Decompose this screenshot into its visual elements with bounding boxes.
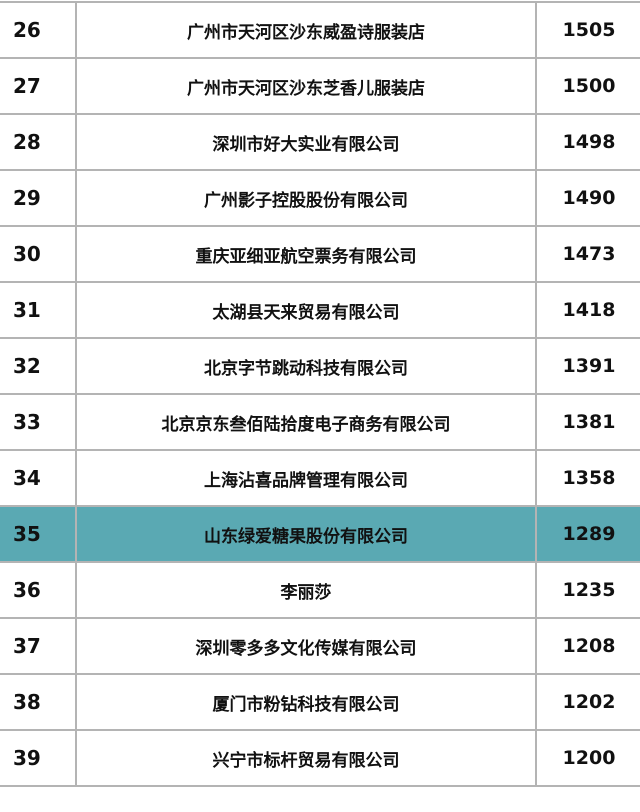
company-name-cell: 上海沾喜品牌管理有限公司 bbox=[75, 449, 537, 507]
value-cell: 1418 bbox=[535, 281, 640, 339]
value-cell: 1381 bbox=[535, 393, 640, 451]
rank-cell: 29 bbox=[0, 169, 77, 227]
table-row: 34 上海沾喜品牌管理有限公司 1358 bbox=[0, 449, 640, 507]
rank-cell: 27 bbox=[0, 57, 77, 115]
rank-cell: 28 bbox=[0, 113, 77, 171]
rank-cell: 26 bbox=[0, 1, 77, 59]
rank-cell: 34 bbox=[0, 449, 77, 507]
company-name-cell: 广州市天河区沙东威盈诗服装店 bbox=[75, 1, 537, 59]
company-name-cell: 深圳市好大实业有限公司 bbox=[75, 113, 537, 171]
value-cell: 1505 bbox=[535, 1, 640, 59]
table-row: 30 重庆亚细亚航空票务有限公司 1473 bbox=[0, 225, 640, 283]
value-cell: 1500 bbox=[535, 57, 640, 115]
table-row: 32 北京字节跳动科技有限公司 1391 bbox=[0, 337, 640, 395]
table-row: 31 太湖县天来贸易有限公司 1418 bbox=[0, 281, 640, 339]
rank-cell: 33 bbox=[0, 393, 77, 451]
rank-cell: 38 bbox=[0, 673, 77, 731]
table-row: 39 兴宁市标杆贸易有限公司 1200 bbox=[0, 729, 640, 787]
value-cell: 1202 bbox=[535, 673, 640, 731]
value-cell: 1289 bbox=[535, 505, 640, 563]
rank-cell: 35 bbox=[0, 505, 77, 563]
value-cell: 1391 bbox=[535, 337, 640, 395]
company-name-cell: 广州市天河区沙东芝香儿服装店 bbox=[75, 57, 537, 115]
value-cell: 1208 bbox=[535, 617, 640, 675]
value-cell: 1358 bbox=[535, 449, 640, 507]
table-row: 27 广州市天河区沙东芝香儿服装店 1500 bbox=[0, 57, 640, 115]
rank-cell: 36 bbox=[0, 561, 77, 619]
rank-cell: 37 bbox=[0, 617, 77, 675]
company-name-cell: 山东绿爱糖果股份有限公司 bbox=[75, 505, 537, 563]
rank-cell: 30 bbox=[0, 225, 77, 283]
company-name-cell: 广州影子控股股份有限公司 bbox=[75, 169, 537, 227]
table-row: 29 广州影子控股股份有限公司 1490 bbox=[0, 169, 640, 227]
company-name-cell: 北京京东叁佰陆拾度电子商务有限公司 bbox=[75, 393, 537, 451]
table-row: 38 厦门市粉钻科技有限公司 1202 bbox=[0, 673, 640, 731]
table-row: 33 北京京东叁佰陆拾度电子商务有限公司 1381 bbox=[0, 393, 640, 451]
company-name-cell: 厦门市粉钻科技有限公司 bbox=[75, 673, 537, 731]
table-row: 37 深圳零多多文化传媒有限公司 1208 bbox=[0, 617, 640, 675]
company-name-cell: 重庆亚细亚航空票务有限公司 bbox=[75, 225, 537, 283]
ranking-table: 26 广州市天河区沙东威盈诗服装店 1505 27 广州市天河区沙东芝香儿服装店 1500… bbox=[0, 1, 640, 787]
company-name-cell: 太湖县天来贸易有限公司 bbox=[75, 281, 537, 339]
table-row: 36 李丽莎 1235 bbox=[0, 561, 640, 619]
company-name-cell: 北京字节跳动科技有限公司 bbox=[75, 337, 537, 395]
company-name-cell: 李丽莎 bbox=[75, 561, 537, 619]
value-cell: 1200 bbox=[535, 729, 640, 787]
table-row-highlighted: 35 山东绿爱糖果股份有限公司 1289 bbox=[0, 505, 640, 563]
table-row: 26 广州市天河区沙东威盈诗服装店 1505 bbox=[0, 1, 640, 59]
table-row: 28 深圳市好大实业有限公司 1498 bbox=[0, 113, 640, 171]
value-cell: 1490 bbox=[535, 169, 640, 227]
value-cell: 1498 bbox=[535, 113, 640, 171]
value-cell: 1235 bbox=[535, 561, 640, 619]
company-name-cell: 深圳零多多文化传媒有限公司 bbox=[75, 617, 537, 675]
rank-cell: 31 bbox=[0, 281, 77, 339]
rank-cell: 32 bbox=[0, 337, 77, 395]
rank-cell: 39 bbox=[0, 729, 77, 787]
company-name-cell: 兴宁市标杆贸易有限公司 bbox=[75, 729, 537, 787]
value-cell: 1473 bbox=[535, 225, 640, 283]
